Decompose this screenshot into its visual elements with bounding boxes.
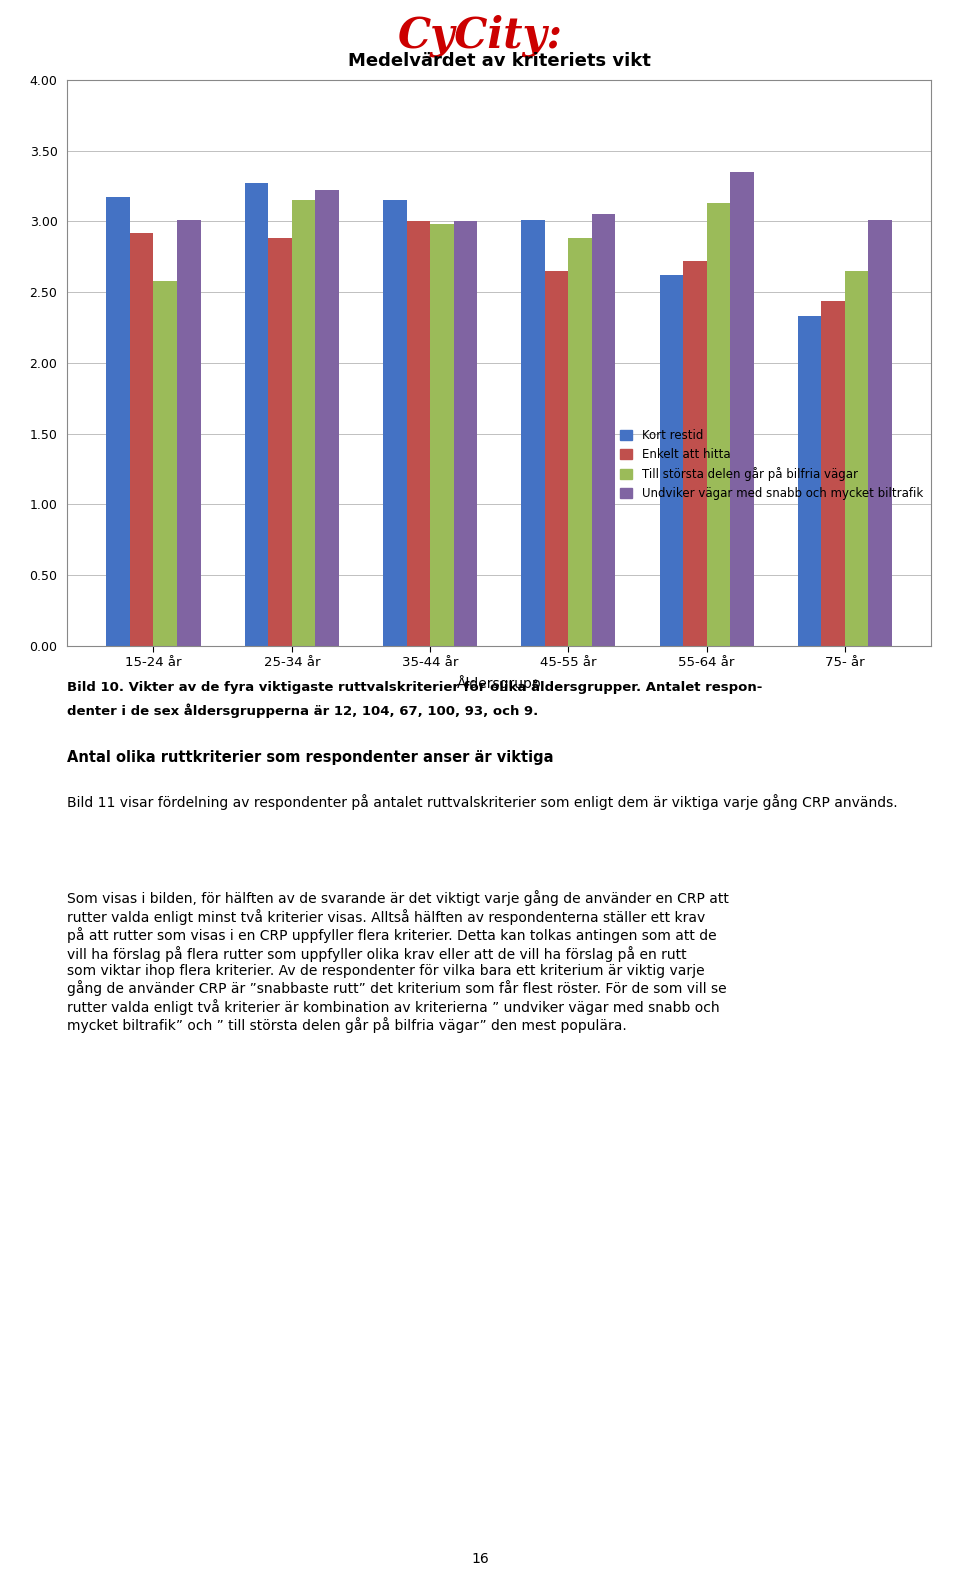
Bar bbox=[521, 220, 545, 646]
X-axis label: Åldersgrupp: Åldersgrupp bbox=[457, 675, 541, 691]
Bar bbox=[869, 220, 892, 646]
Text: Bild 10. Vikter av de fyra viktigaste ruttvalskriterier för olika åldersgrupper.: Bild 10. Vikter av de fyra viktigaste ru… bbox=[67, 679, 762, 694]
Bar bbox=[292, 199, 315, 646]
Bar bbox=[707, 203, 731, 646]
Bar bbox=[268, 238, 292, 646]
Bar bbox=[798, 316, 822, 646]
Text: denter i de sex åldersgrupperna är 12, 104, 67, 100, 93, och 9.: denter i de sex åldersgrupperna är 12, 1… bbox=[67, 703, 539, 718]
Text: 16: 16 bbox=[471, 1552, 489, 1566]
Legend: Kort restid, Enkelt att hitta, Till största delen går på bilfria vägar, Undviker: Kort restid, Enkelt att hitta, Till stör… bbox=[615, 424, 927, 506]
Bar bbox=[545, 271, 568, 646]
Bar bbox=[592, 214, 615, 646]
Bar bbox=[453, 222, 477, 646]
Bar bbox=[660, 274, 684, 646]
Bar bbox=[383, 199, 406, 646]
Bar bbox=[731, 172, 754, 646]
Bar bbox=[430, 225, 453, 646]
Bar bbox=[406, 222, 430, 646]
Text: Som visas i bilden, för hälften av de svarande är det viktigt varje gång de anvä: Som visas i bilden, för hälften av de sv… bbox=[67, 890, 729, 1034]
Bar bbox=[154, 281, 177, 646]
Text: CyCity:: CyCity: bbox=[397, 14, 563, 57]
Bar bbox=[130, 233, 154, 646]
Bar bbox=[822, 300, 845, 646]
Text: Bild 11 visar fördelning av respondenter på antalet ruttvalskriterier som enligt: Bild 11 visar fördelning av respondenter… bbox=[67, 794, 898, 810]
Bar bbox=[315, 190, 339, 646]
Bar bbox=[568, 238, 592, 646]
Bar bbox=[245, 183, 268, 646]
Bar bbox=[107, 198, 130, 646]
Bar bbox=[684, 262, 707, 646]
Title: Medelvärdet av kriteriets vikt: Medelvärdet av kriteriets vikt bbox=[348, 53, 651, 70]
Bar bbox=[177, 220, 201, 646]
Text: Antal olika ruttkriterier som respondenter anser är viktiga: Antal olika ruttkriterier som respondent… bbox=[67, 750, 554, 764]
Bar bbox=[845, 271, 869, 646]
